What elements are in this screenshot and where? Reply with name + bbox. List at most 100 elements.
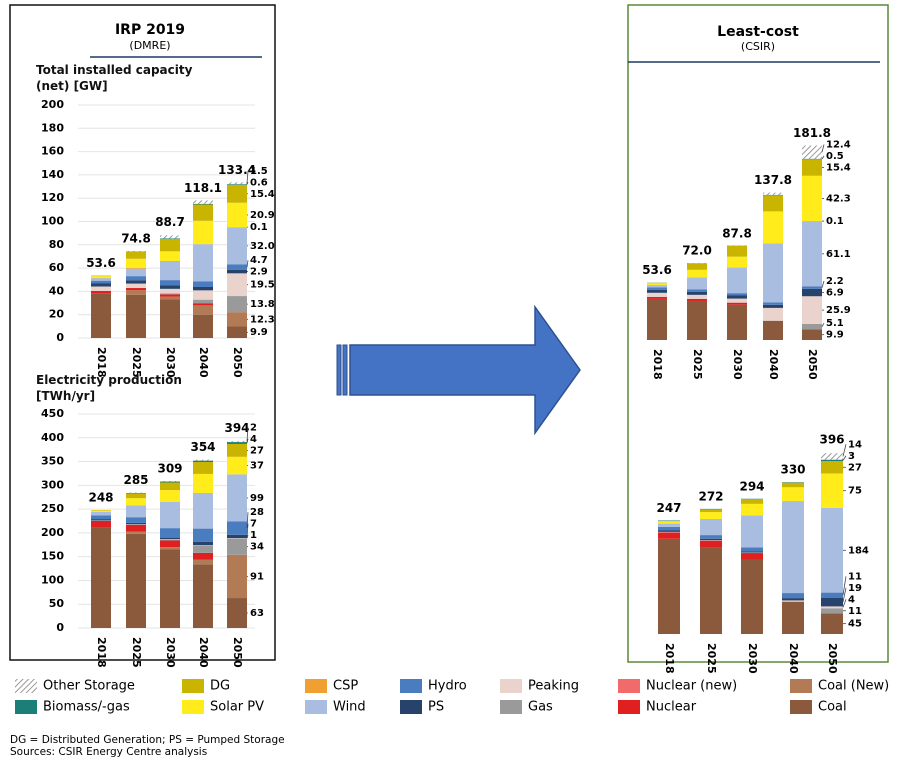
segment-label: 15.4: [826, 163, 851, 174]
segment-label: 11: [848, 571, 862, 582]
bar-segment: [160, 540, 180, 548]
y-tick-label: 200: [41, 526, 64, 539]
bar-segment: [741, 559, 763, 634]
legend-label: CSP: [333, 679, 358, 694]
bar-segment: [700, 538, 722, 541]
bar-segment: [91, 519, 111, 521]
total-label: 394: [224, 421, 249, 435]
x-tick-label: 2040: [197, 347, 210, 378]
y-tick-label: 180: [41, 121, 64, 134]
segment-label: 0.1: [250, 222, 268, 233]
panel-title: IRP 2019: [115, 22, 185, 38]
bar-segment: [821, 606, 843, 609]
x-tick-label: 2050: [806, 349, 819, 380]
segment-label: 14: [848, 439, 862, 450]
legend-swatch: [500, 700, 522, 714]
bar-segment: [227, 269, 247, 274]
total-label: 181.8: [793, 126, 831, 140]
bar-segment: [741, 551, 763, 553]
bar-segment: [126, 276, 146, 281]
legend-label: Other Storage: [43, 679, 135, 694]
bar-segment: [227, 227, 247, 265]
bar-segment: [658, 538, 680, 634]
bar-segment: [782, 600, 804, 602]
legend-label: PS: [428, 700, 444, 715]
legend-label: Solar PV: [210, 700, 264, 715]
bar-segment: [126, 267, 146, 269]
legend-label: Nuclear: [646, 700, 697, 715]
bar-segment: [126, 283, 146, 289]
bar-segment: [193, 244, 213, 282]
bar-segment: [160, 294, 180, 297]
bar-segment: [160, 238, 180, 240]
legend-label: DG: [210, 679, 230, 694]
label-leader: [842, 576, 847, 596]
legend-swatch: [618, 679, 640, 693]
bar-segment: [227, 184, 247, 185]
bar-segment: [193, 462, 213, 474]
segment-label: 27: [848, 462, 862, 473]
segment-label: 45: [848, 619, 862, 630]
x-tick-label: 2018: [95, 637, 108, 668]
y-tick-label: 20: [49, 308, 65, 321]
bar-segment: [193, 290, 213, 300]
bar-segment: [227, 264, 247, 270]
segment-label: 9.9: [826, 330, 844, 341]
segment-label: 184: [848, 545, 869, 556]
label-leader: [246, 427, 249, 442]
bar-segment: [227, 598, 247, 628]
bar-segment: [782, 601, 804, 634]
bar-segment: [647, 289, 667, 293]
bar-segment: [160, 547, 180, 550]
segment-label: 91: [250, 571, 264, 582]
bar-segment: [763, 302, 783, 305]
bar-segment: [700, 535, 722, 539]
y-tick-label: 120: [41, 191, 64, 204]
bar-segment: [126, 294, 146, 338]
total-label: 248: [88, 491, 113, 505]
bar-segment: [160, 549, 180, 628]
bar-segment: [763, 304, 783, 308]
bar-segment: [160, 261, 180, 281]
bar-segment: [126, 493, 146, 499]
y-tick-label: 100: [41, 215, 64, 228]
total-label: 330: [780, 463, 805, 477]
legend-label: Hydro: [428, 679, 467, 694]
bar-segment: [647, 283, 667, 285]
x-tick-label: 2018: [95, 347, 108, 378]
x-tick-label: 2030: [164, 637, 177, 668]
label-leader: [246, 512, 249, 529]
bar-segment: [658, 523, 680, 527]
bar-segment: [727, 293, 747, 296]
segment-label: 4.7: [250, 255, 268, 266]
bar-segment: [227, 442, 247, 444]
bar-segment: [687, 277, 707, 290]
left-panel-frame: [9, 4, 276, 661]
bar-segment: [160, 293, 180, 295]
bar-segment: [647, 298, 667, 340]
x-tick-label: 2025: [705, 643, 718, 674]
bar-segment: [126, 280, 146, 284]
x-tick-label: 2030: [746, 643, 759, 674]
x-tick-label: 2025: [691, 349, 704, 380]
x-tick-label: 2018: [663, 643, 676, 674]
segment-label: 2.9: [250, 267, 268, 278]
bar-segment: [193, 552, 213, 560]
y-tick-label: 400: [41, 431, 64, 444]
bar-segment: [91, 283, 111, 287]
bar-segment: [227, 538, 247, 555]
legend-swatch: [305, 700, 327, 714]
segment-label: 0.5: [826, 151, 844, 162]
bar-segment: [727, 295, 747, 299]
segment-label: 28: [250, 507, 264, 518]
bar-segment: [126, 522, 146, 525]
legend-label: Peaking: [528, 679, 579, 694]
label-leader: [246, 523, 249, 537]
total-label: 285: [123, 473, 148, 487]
bar-segment: [160, 528, 180, 538]
bar-segment: [802, 288, 822, 297]
legend-swatch: [790, 679, 812, 693]
bar-segment: [126, 251, 146, 259]
bar-segment: [91, 293, 111, 338]
label-leader: [246, 170, 249, 184]
